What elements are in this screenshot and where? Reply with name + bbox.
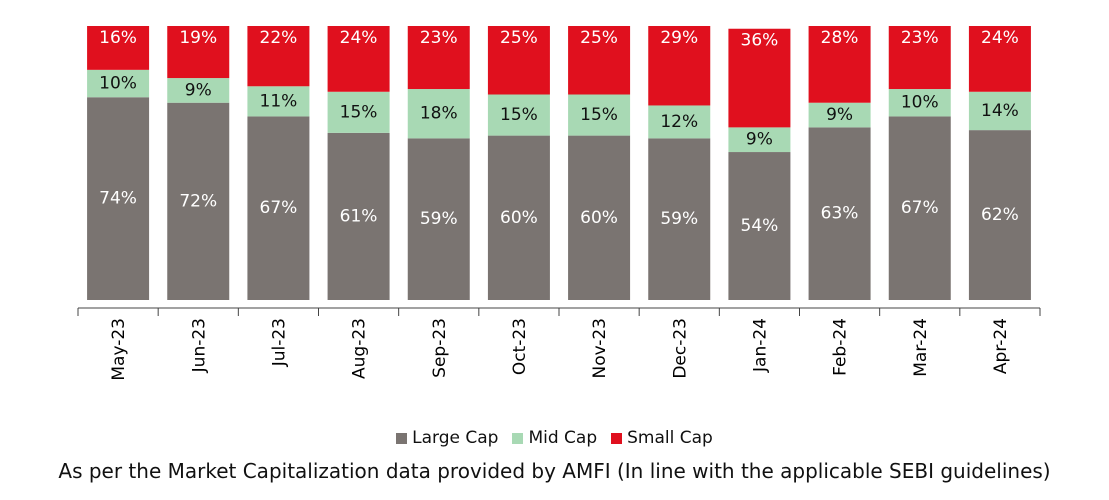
bar-small-cap-dec-23 xyxy=(648,26,711,106)
legend-swatch-mid-cap xyxy=(512,432,524,444)
footnote: As per the Market Capitalization data pr… xyxy=(58,459,1051,483)
data-label-mid-cap-nov-23: 15% xyxy=(580,105,618,125)
data-label-small-cap-mar-24: 23% xyxy=(901,28,939,48)
data-label-mid-cap-sep-23: 18% xyxy=(420,104,458,124)
x-tick-label-nov-23: Nov-23 xyxy=(590,318,610,379)
legend: Large Cap Mid Cap Small Cap xyxy=(0,428,1109,448)
bar-large-cap-mar-24 xyxy=(888,116,951,300)
bar-small-cap-mar-24 xyxy=(888,26,951,90)
x-axis xyxy=(77,307,1041,316)
data-label-mid-cap-jun-23: 9% xyxy=(185,80,212,100)
data-label-small-cap-oct-23: 25% xyxy=(500,28,538,48)
x-tick-label-dec-23: Dec-23 xyxy=(670,318,690,379)
bar-large-cap-may-23 xyxy=(87,97,150,301)
x-tick-label-may-23: May-23 xyxy=(109,318,129,381)
bar-mid-cap-feb-24 xyxy=(808,102,871,128)
bar-small-cap-apr-24 xyxy=(968,26,1031,92)
bar-large-cap-sep-23 xyxy=(407,138,470,300)
data-label-mid-cap-aug-23: 15% xyxy=(340,102,378,122)
legend-item-mid-cap: Mid Cap xyxy=(512,428,597,448)
bar-small-cap-jun-23 xyxy=(167,26,230,79)
bar-large-cap-dec-23 xyxy=(648,138,711,300)
bar-mid-cap-sep-23 xyxy=(407,89,470,139)
data-label-mid-cap-dec-23: 12% xyxy=(660,112,698,132)
data-label-large-cap-aug-23: 61% xyxy=(340,206,378,226)
bar-large-cap-oct-23 xyxy=(487,135,550,300)
legend-label-mid-cap: Mid Cap xyxy=(528,428,598,448)
legend-swatch-large-cap xyxy=(396,432,408,444)
x-tick-label-aug-23: Aug-23 xyxy=(350,318,370,379)
data-label-small-cap-nov-23: 25% xyxy=(580,28,618,48)
data-label-large-cap-jan-24: 54% xyxy=(741,216,779,236)
x-tick-label-jul-23: Jul-23 xyxy=(269,318,289,367)
bar-mid-cap-mar-24 xyxy=(888,89,951,117)
data-label-small-cap-jan-24: 36% xyxy=(741,31,779,51)
legend-item-small-cap: Small Cap xyxy=(611,428,713,448)
data-label-large-cap-jun-23: 72% xyxy=(179,191,217,211)
bar-mid-cap-oct-23 xyxy=(487,94,550,136)
data-label-mid-cap-oct-23: 15% xyxy=(500,105,538,125)
legend-label-large-cap: Large Cap xyxy=(412,428,499,448)
x-tick-label-sep-23: Sep-23 xyxy=(430,318,450,378)
x-tick-label-feb-24: Feb-24 xyxy=(831,318,851,376)
data-label-mid-cap-may-23: 10% xyxy=(99,74,137,94)
bar-mid-cap-nov-23 xyxy=(568,94,631,136)
x-tick-label-oct-23: Oct-23 xyxy=(510,318,530,375)
bar-mid-cap-may-23 xyxy=(87,69,150,98)
bar-mid-cap-jun-23 xyxy=(167,78,230,103)
bar-small-cap-jul-23 xyxy=(247,26,310,87)
data-label-mid-cap-jan-24: 9% xyxy=(746,130,773,150)
bar-mid-cap-dec-23 xyxy=(648,105,711,139)
bar-small-cap-nov-23 xyxy=(568,26,631,95)
data-label-small-cap-sep-23: 23% xyxy=(420,28,458,48)
x-tick-label-apr-24: Apr-24 xyxy=(991,318,1011,374)
bar-small-cap-jan-24 xyxy=(728,28,791,128)
data-label-mid-cap-feb-24: 9% xyxy=(826,105,853,125)
x-tick-label-jan-24: Jan-24 xyxy=(750,318,770,373)
legend-item-large-cap: Large Cap xyxy=(396,428,498,448)
data-label-small-cap-jun-23: 19% xyxy=(179,28,217,48)
bar-small-cap-aug-23 xyxy=(327,26,390,92)
data-label-small-cap-jul-23: 22% xyxy=(260,28,298,48)
data-label-large-cap-oct-23: 60% xyxy=(500,208,538,228)
data-label-large-cap-apr-24: 62% xyxy=(981,205,1019,225)
bar-large-cap-jul-23 xyxy=(247,116,310,300)
bar-mid-cap-jan-24 xyxy=(728,127,791,153)
stacked-bar-chart: 74% 10% 16% 72% 9% 19% 67% 11% 22% 61% 15% 24% 59% 18… xyxy=(77,26,1041,381)
bar-large-cap-aug-23 xyxy=(327,132,390,300)
data-label-large-cap-feb-24: 63% xyxy=(821,204,859,224)
bar-small-cap-sep-23 xyxy=(407,26,470,90)
x-tick-labels: May-23 Jun-23 Jul-23 Aug-23 Sep-23 Oct-23 Nov-… xyxy=(109,318,1011,381)
x-tick-label-jun-23: Jun-23 xyxy=(189,318,209,373)
bar-mid-cap-apr-24 xyxy=(968,91,1031,131)
data-label-large-cap-sep-23: 59% xyxy=(420,209,458,229)
bar-large-cap-feb-24 xyxy=(808,127,871,300)
bar-mid-cap-aug-23 xyxy=(327,91,390,133)
x-tick-label-mar-24: Mar-24 xyxy=(911,318,931,377)
legend-label-small-cap: Small Cap xyxy=(627,428,713,448)
data-label-small-cap-feb-24: 28% xyxy=(821,28,859,48)
bar-small-cap-feb-24 xyxy=(808,26,871,103)
data-label-large-cap-nov-23: 60% xyxy=(580,208,618,228)
bar-small-cap-oct-23 xyxy=(487,26,550,95)
data-label-mid-cap-jul-23: 11% xyxy=(260,91,298,111)
bars-group: 74% 10% 16% 72% 9% 19% 67% 11% 22% 61% 15% 24% 59% 18… xyxy=(87,26,1031,301)
data-label-large-cap-dec-23: 59% xyxy=(660,209,698,229)
data-label-large-cap-jul-23: 67% xyxy=(260,198,298,218)
bar-large-cap-jan-24 xyxy=(728,152,791,300)
bar-large-cap-jun-23 xyxy=(167,102,230,300)
data-label-mid-cap-mar-24: 10% xyxy=(901,93,939,113)
data-label-small-cap-apr-24: 24% xyxy=(981,28,1019,48)
data-label-small-cap-aug-23: 24% xyxy=(340,28,378,48)
bar-large-cap-nov-23 xyxy=(568,135,631,300)
legend-swatch-small-cap xyxy=(611,432,623,444)
bar-large-cap-apr-24 xyxy=(968,130,1031,300)
data-label-large-cap-mar-24: 67% xyxy=(901,198,939,218)
data-label-mid-cap-apr-24: 14% xyxy=(981,101,1019,121)
data-label-small-cap-dec-23: 29% xyxy=(660,28,698,48)
bar-small-cap-may-23 xyxy=(87,26,150,70)
data-label-large-cap-may-23: 74% xyxy=(99,189,137,209)
bar-mid-cap-jul-23 xyxy=(247,86,310,117)
data-label-small-cap-may-23: 16% xyxy=(99,28,137,48)
